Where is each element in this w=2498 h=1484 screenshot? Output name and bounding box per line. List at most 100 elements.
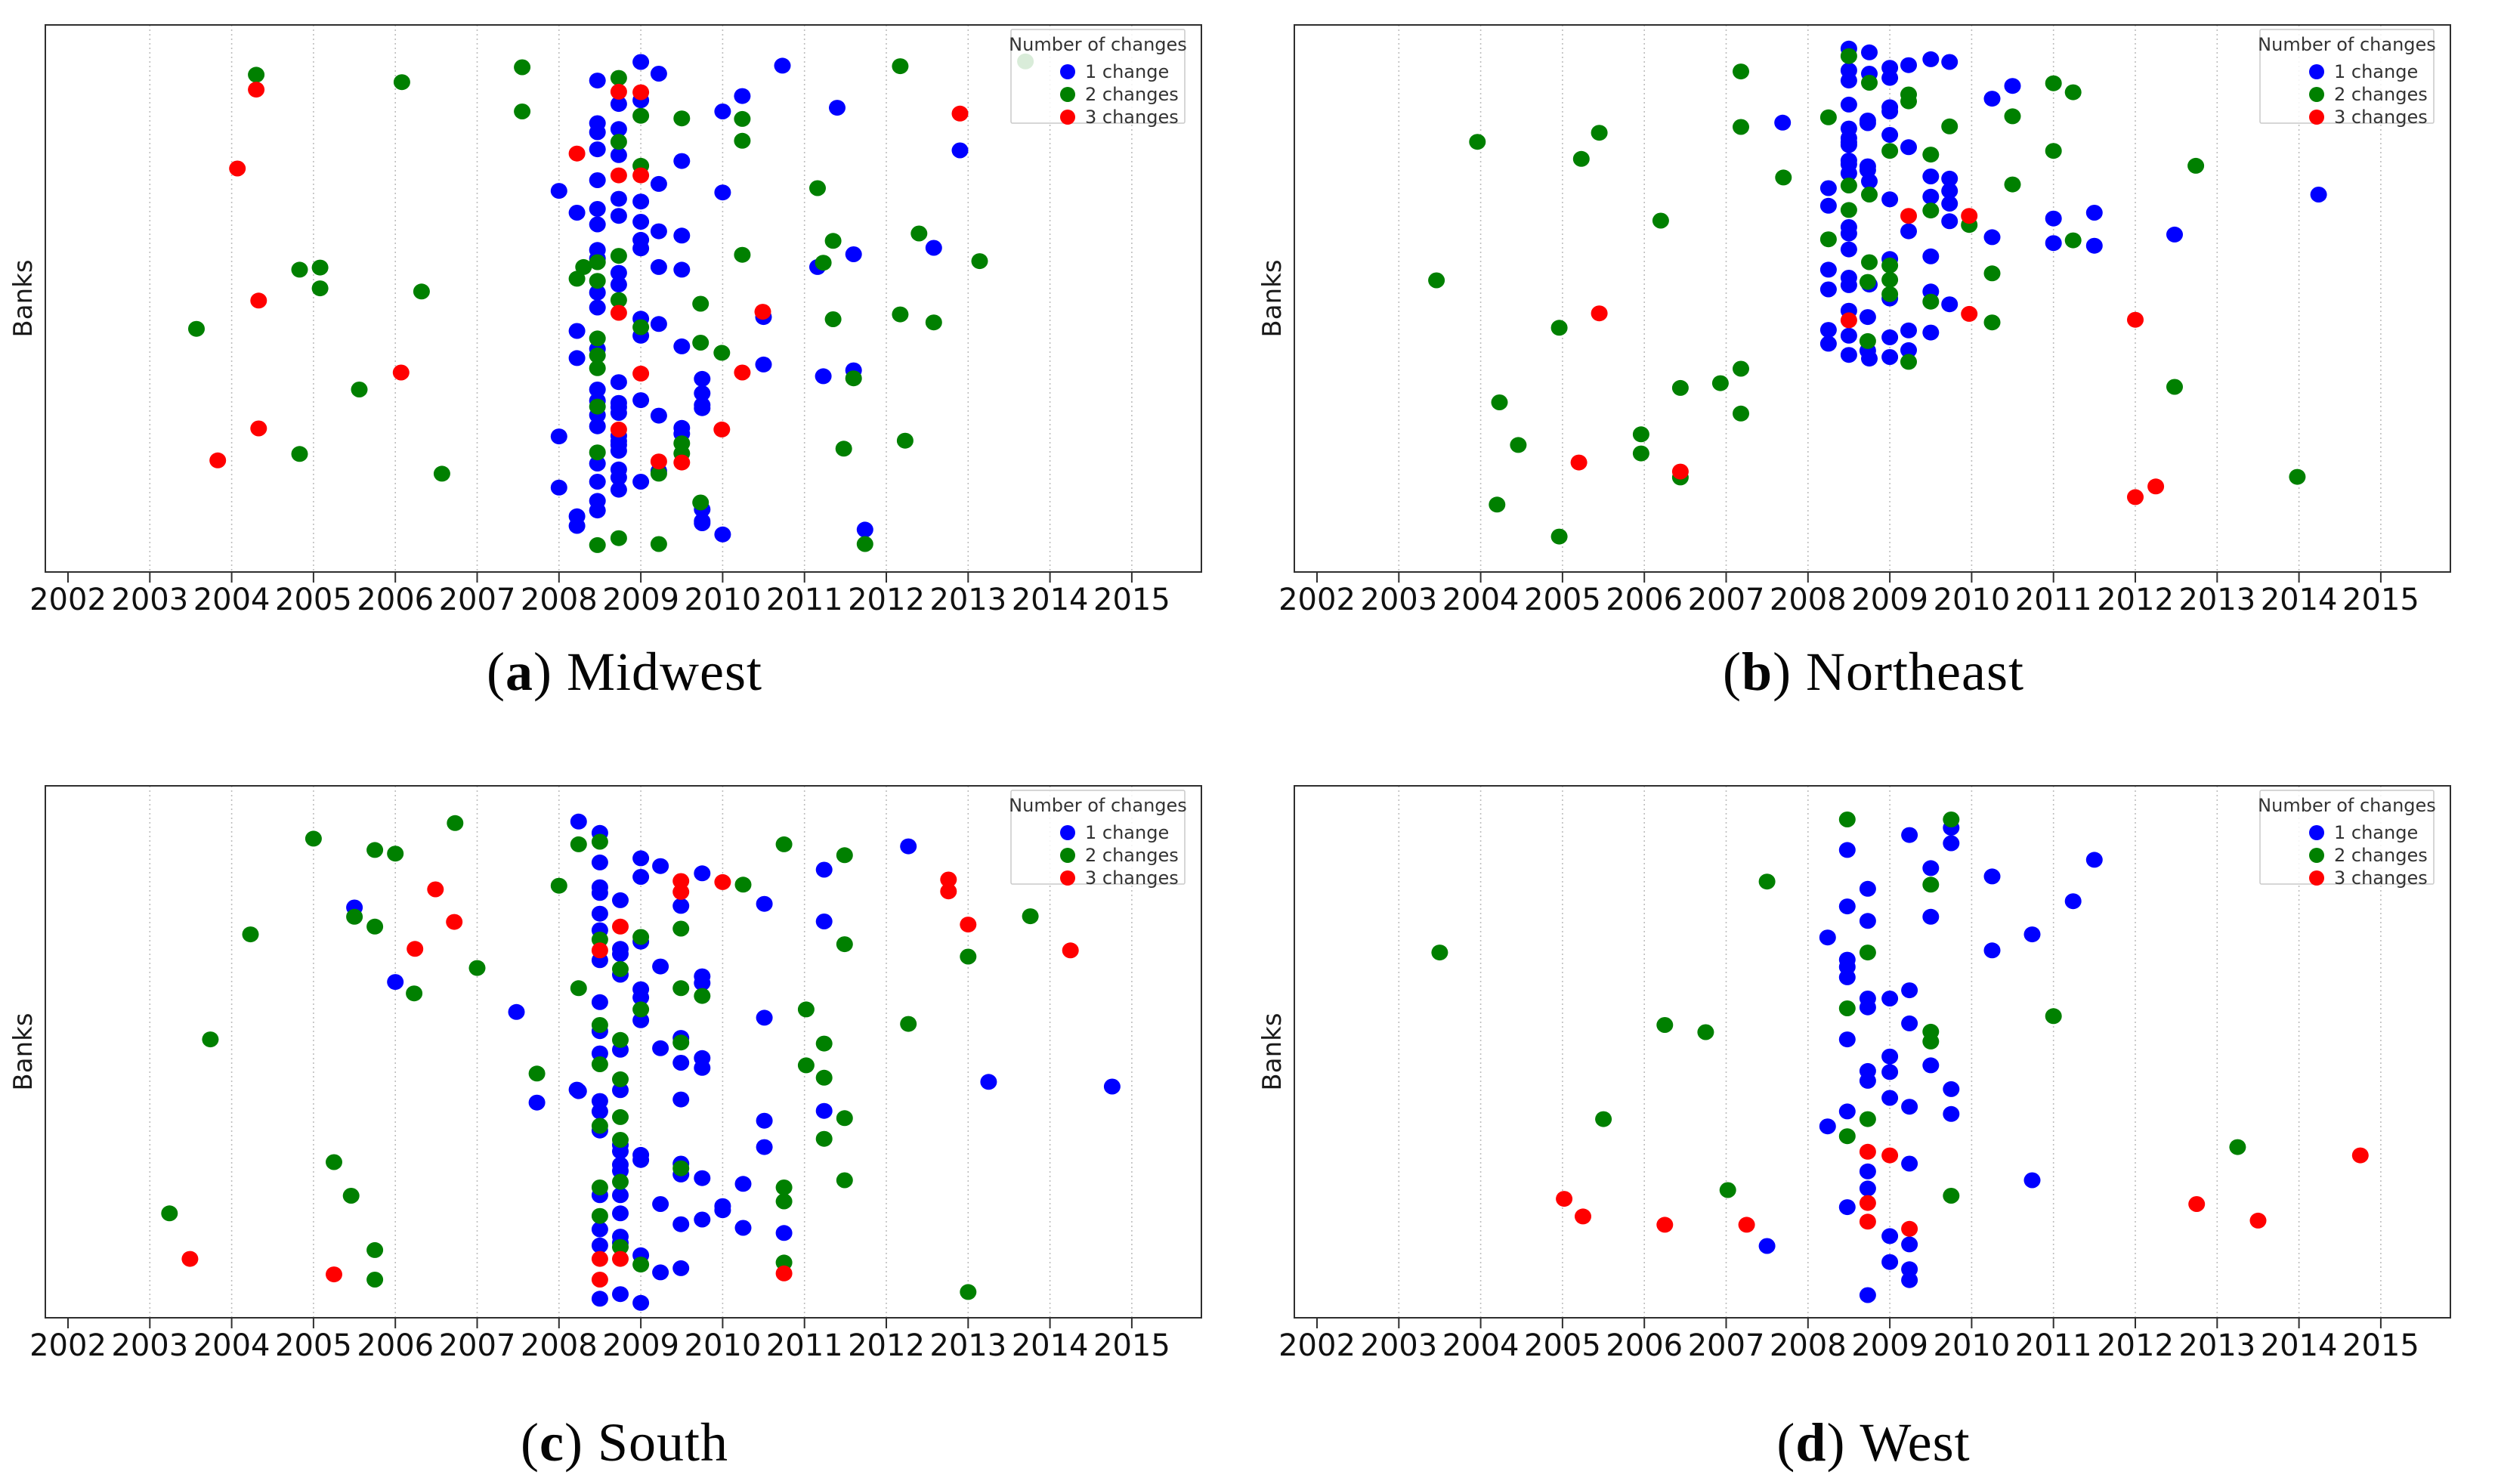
x-tick-label-2011: 2011 bbox=[766, 583, 843, 617]
data-point bbox=[589, 360, 606, 376]
data-point bbox=[1840, 241, 1857, 258]
data-point bbox=[775, 1193, 793, 1210]
data-point bbox=[775, 1265, 793, 1281]
data-point bbox=[940, 883, 957, 900]
data-point bbox=[591, 1179, 608, 1195]
legend-marker-3-change bbox=[1060, 870, 1075, 886]
data-point bbox=[589, 284, 606, 301]
data-point bbox=[610, 443, 627, 459]
data-point bbox=[815, 1069, 833, 1086]
series-2-changes bbox=[1428, 48, 2306, 545]
data-point bbox=[346, 908, 363, 925]
x-tick-label-2013: 2013 bbox=[2178, 1328, 2255, 1363]
data-point bbox=[612, 1031, 629, 1048]
x-tick-label-2004: 2004 bbox=[193, 583, 271, 617]
data-point bbox=[591, 1207, 608, 1224]
data-point bbox=[612, 1187, 629, 1204]
data-point bbox=[2229, 1139, 2246, 1155]
data-point bbox=[612, 892, 629, 908]
data-point bbox=[612, 1251, 629, 1267]
data-point bbox=[366, 842, 384, 858]
data-point bbox=[672, 1260, 690, 1276]
data-point bbox=[714, 184, 731, 201]
data-point bbox=[1632, 426, 1649, 443]
data-point bbox=[673, 454, 691, 471]
plot-border bbox=[1294, 785, 2451, 1319]
data-point bbox=[1632, 445, 1649, 462]
data-point bbox=[2045, 235, 2062, 252]
data-point bbox=[1881, 191, 1899, 208]
legend-marker-2-change bbox=[2309, 87, 2324, 102]
data-point bbox=[1961, 305, 1978, 322]
data-point bbox=[1941, 196, 1959, 212]
data-point bbox=[1733, 360, 1749, 377]
data-point bbox=[589, 347, 606, 363]
data-point bbox=[575, 258, 592, 275]
caption-paren-close: ) bbox=[564, 1412, 583, 1473]
legend-marker-1-change bbox=[2309, 825, 2324, 840]
data-point bbox=[1697, 1024, 1714, 1040]
caption-letter: a bbox=[505, 642, 533, 702]
data-point bbox=[610, 248, 627, 264]
data-point bbox=[1881, 1228, 1899, 1244]
data-point bbox=[652, 858, 669, 874]
data-point bbox=[1819, 322, 1837, 339]
x-tick-label-2003: 2003 bbox=[1360, 1328, 1437, 1363]
data-point bbox=[694, 385, 711, 401]
data-point bbox=[1881, 257, 1899, 274]
data-point bbox=[672, 1034, 690, 1051]
data-point bbox=[589, 254, 606, 271]
data-point bbox=[1881, 1064, 1899, 1081]
plot-border bbox=[1294, 24, 2451, 573]
x-tick-label-2008: 2008 bbox=[1770, 583, 1847, 617]
data-point bbox=[1774, 114, 1792, 131]
data-point bbox=[591, 1118, 608, 1134]
data-point bbox=[250, 292, 267, 309]
y-axis-label: Banks bbox=[8, 1013, 39, 1090]
data-point bbox=[756, 1112, 773, 1129]
panel-south: 2002 2003 2004 2005 2006 2007 2008 2009 2010 2011… bbox=[0, 742, 1249, 1484]
x-tick-label-2010: 2010 bbox=[1934, 1328, 2011, 1363]
data-point bbox=[1881, 1254, 1899, 1270]
data-point bbox=[815, 1102, 833, 1119]
data-point bbox=[229, 160, 246, 177]
x-tick-label-2010: 2010 bbox=[685, 1328, 762, 1363]
data-point bbox=[311, 280, 329, 297]
data-point bbox=[2045, 75, 2062, 91]
data-point bbox=[1983, 91, 2001, 107]
data-point bbox=[694, 988, 711, 1004]
data-point bbox=[1738, 1217, 1755, 1233]
data-point bbox=[1901, 982, 1918, 999]
legend-marker-1-change bbox=[2309, 64, 2324, 79]
data-point bbox=[1840, 347, 1857, 363]
data-point bbox=[610, 305, 627, 321]
data-point bbox=[925, 240, 942, 256]
data-point bbox=[1983, 868, 2001, 885]
data-point bbox=[756, 1139, 773, 1155]
data-point bbox=[845, 246, 862, 262]
legend-marker-1-change bbox=[1060, 64, 1075, 79]
data-point bbox=[591, 854, 608, 870]
data-point bbox=[2064, 893, 2082, 910]
scatter-chart-svg: 2002 2003 2004 2005 2006 2007 2008 2009 2010 2011… bbox=[1257, 785, 2451, 1363]
data-point bbox=[632, 214, 650, 230]
data-point bbox=[1840, 73, 1857, 89]
data-point bbox=[734, 364, 751, 381]
data-point bbox=[1819, 180, 1837, 196]
data-point bbox=[632, 240, 650, 257]
caption-paren-close: ) bbox=[1826, 1412, 1846, 1473]
data-point bbox=[856, 521, 873, 538]
data-point bbox=[610, 134, 627, 150]
data-point bbox=[632, 107, 650, 124]
data-point bbox=[1901, 1155, 1918, 1172]
data-point bbox=[612, 1082, 629, 1099]
data-point bbox=[1861, 254, 1878, 271]
data-point bbox=[672, 873, 690, 889]
x-tick-label-2008: 2008 bbox=[1770, 1328, 1847, 1363]
data-point bbox=[734, 88, 751, 104]
series-2-changes bbox=[161, 815, 1039, 1300]
x-tick-label-2002: 2002 bbox=[29, 583, 107, 617]
series-3-changes bbox=[1556, 1143, 2369, 1237]
data-point bbox=[550, 183, 567, 199]
data-point bbox=[673, 110, 691, 127]
